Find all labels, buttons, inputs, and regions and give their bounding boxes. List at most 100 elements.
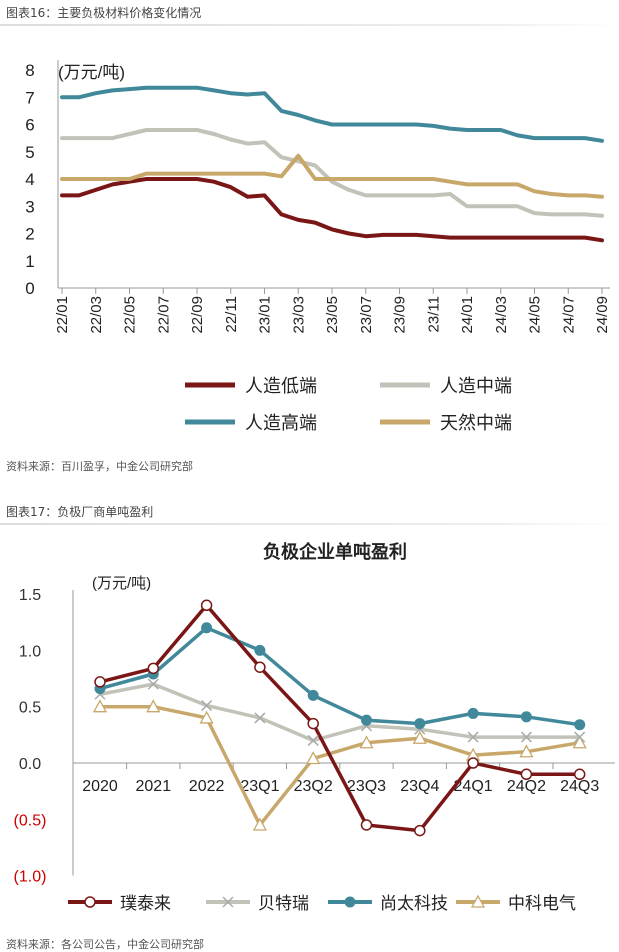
marker-triangle: [92, 699, 108, 713]
marker-circle: [84, 896, 96, 908]
marker-circle: [94, 676, 106, 688]
legend-label: 贝特瑞: [258, 894, 309, 913]
marker-triangle: [519, 744, 534, 758]
divider: [0, 523, 619, 525]
x-tick-label: 24/01: [459, 296, 476, 334]
x-tick-label: 24/03: [493, 296, 510, 334]
series-line-中科电气: [100, 704, 580, 827]
marker-x: [222, 896, 234, 908]
x-tick-label: 22/01: [54, 296, 71, 334]
x-tick-label: 2021: [136, 778, 172, 795]
x-tick-label: 2022: [189, 778, 225, 795]
marker-dot: [254, 644, 266, 656]
x-tick-label: 23Q2: [294, 778, 333, 795]
marker-x: [307, 734, 319, 746]
marker-triangle: [306, 751, 321, 765]
y-tick-label: 1.0: [19, 643, 41, 660]
x-tick-label: 23Q3: [347, 778, 386, 795]
marker-x: [574, 731, 586, 743]
y-axis-unit: (万元/吨): [92, 575, 151, 592]
y-tick-label: 7: [25, 88, 34, 107]
series-line-天然中端: [60, 153, 604, 199]
marker-circle: [414, 824, 426, 837]
marker-triangle: [412, 730, 427, 744]
y-tick-label: 0.5: [19, 700, 41, 717]
marker-circle: [573, 768, 586, 781]
x-tick-label: 24Q3: [560, 778, 599, 795]
legend-label: 尚太科技: [380, 894, 448, 913]
x-tick-label: 23Q4: [400, 778, 439, 795]
y-tick-label: 0: [25, 279, 34, 298]
figure16-source: 资料来源：百川盈孚，中金公司研究部: [6, 460, 193, 473]
legend-label: 中科电气: [508, 894, 576, 913]
marker-dot: [201, 622, 213, 634]
series-line-贝特瑞: [99, 682, 580, 743]
y-tick-label: (1.0): [14, 869, 47, 886]
marker-triangle: [252, 817, 267, 831]
y-tick-label: 1: [25, 252, 34, 271]
figure17-caption: 图表17：负极厂商单吨盈利: [6, 505, 154, 519]
x-tick-label: 22/03: [88, 296, 105, 334]
x-tick-label: 23/05: [324, 296, 341, 334]
marker-circle: [360, 819, 373, 831]
series-line-人造高端: [60, 85, 604, 143]
x-tick-label: 23/07: [358, 296, 375, 334]
chart-title: 负极企业单吨盈利: [263, 541, 407, 562]
marker-dot: [520, 711, 532, 723]
x-tick-label: 24Q1: [454, 778, 493, 795]
y-tick-label: 3: [25, 197, 34, 216]
y-tick-label: 6: [25, 116, 34, 135]
x-tick-label: 24/09: [594, 296, 611, 334]
marker-x: [147, 678, 159, 690]
marker-circle: [200, 599, 213, 612]
marker-x: [201, 700, 213, 712]
marker-dot: [361, 714, 372, 726]
y-tick-label: 1.5: [19, 587, 41, 604]
series-line-人造低端: [60, 177, 604, 243]
y-tick-label: 8: [25, 61, 34, 80]
x-tick-label: 23/01: [257, 296, 274, 334]
marker-circle: [307, 717, 319, 730]
y-axis-unit: (万元/吨): [58, 63, 125, 82]
legend-label: 人造中端: [440, 376, 512, 396]
x-tick-label: 22/11: [223, 296, 240, 332]
marker-circle: [254, 661, 266, 673]
x-tick-label: 23/09: [392, 296, 409, 334]
figure16-caption: 图表16：主要负极材料价格变化情况: [6, 6, 202, 20]
y-tick-label: 2: [25, 225, 34, 244]
divider: [0, 24, 619, 26]
marker-x: [254, 712, 266, 724]
marker-x: [467, 731, 479, 743]
marker-triangle: [470, 894, 486, 908]
legend-label: 人造高端: [245, 413, 317, 433]
x-tick-label: 24/05: [527, 296, 544, 334]
x-tick-label: 22/07: [155, 296, 172, 334]
marker-dot: [414, 718, 426, 730]
marker-x: [520, 731, 532, 743]
marker-dot: [574, 719, 586, 731]
x-tick-label: 24Q2: [507, 778, 546, 795]
y-tick-label: (0.5): [14, 812, 47, 829]
marker-triangle: [359, 735, 374, 749]
y-tick-label: 0.0: [19, 756, 41, 773]
marker-dot: [344, 896, 356, 908]
x-tick-label: 23/11: [425, 296, 442, 332]
marker-circle: [147, 662, 160, 675]
x-tick-label: 22/05: [122, 296, 139, 334]
series-line-璞泰来: [99, 603, 580, 833]
marker-triangle: [199, 710, 214, 724]
x-tick-label: 23Q1: [240, 778, 279, 795]
legend-label: 人造低端: [245, 376, 317, 396]
y-tick-label: 4: [25, 170, 34, 189]
x-tick-label: 22/09: [189, 296, 206, 334]
series-line-人造中端: [60, 128, 604, 218]
x-tick-label: 24/07: [560, 296, 577, 334]
marker-dot: [467, 707, 479, 719]
series-line-尚太科技: [99, 626, 580, 727]
y-tick-label: 5: [25, 143, 34, 162]
legend-label: 璞泰来: [120, 894, 171, 913]
marker-triangle: [572, 735, 587, 749]
x-tick-label: 2020: [82, 778, 118, 795]
marker-dot: [307, 689, 319, 701]
